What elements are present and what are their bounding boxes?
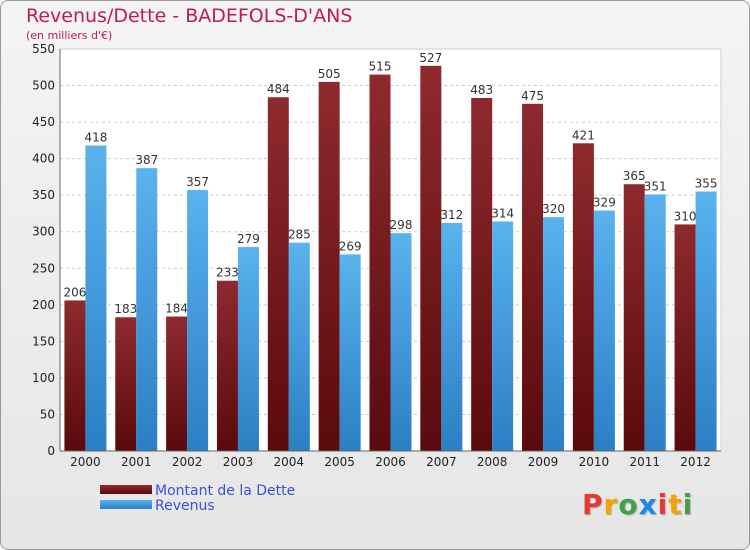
bar-revenus — [695, 191, 717, 451]
data-label: 329 — [593, 196, 616, 210]
y-axis: 0 50 100 150 200 250 300 350 400 450 500 550 — [32, 42, 61, 458]
bar-dette — [216, 280, 238, 451]
x-tick-label: 2000 — [70, 455, 101, 469]
bars: 206 418 183 387 184 357 233 279 484 285 505 269 515 2… — [63, 51, 718, 452]
x-tick-label: 2003 — [223, 455, 254, 469]
data-label: 285 — [288, 228, 311, 242]
bar-dette — [318, 81, 340, 452]
bar-dette — [369, 74, 391, 451]
data-label: 184 — [165, 302, 188, 316]
bar-revenus — [593, 210, 615, 451]
data-label: 418 — [84, 130, 107, 144]
bar-dette — [115, 317, 137, 451]
bar-chart: 0 50 100 150 200 250 300 350 400 450 500 550 206 418… — [32, 42, 722, 469]
bar-revenus — [390, 233, 412, 451]
bar-revenus — [644, 194, 666, 451]
bar-dette — [522, 103, 544, 452]
bar-dette — [166, 316, 188, 451]
data-label: 527 — [419, 51, 442, 65]
data-label: 484 — [267, 82, 290, 96]
x-tick-label: 2004 — [274, 455, 305, 469]
y-tick-label: 100 — [32, 371, 55, 385]
bar-revenus — [339, 254, 361, 451]
y-tick-label: 250 — [32, 261, 55, 275]
bar-revenus — [237, 247, 259, 451]
legend-swatch-revenus — [100, 500, 152, 509]
bar-revenus — [187, 190, 209, 451]
data-label: 183 — [114, 302, 137, 316]
bar-dette — [420, 65, 442, 451]
data-label: 312 — [440, 208, 463, 222]
bar-dette — [623, 184, 645, 451]
data-label: 298 — [390, 218, 413, 232]
bar-dette — [572, 143, 594, 451]
y-tick-label: 0 — [47, 444, 55, 458]
logo-letter: x — [638, 488, 658, 521]
data-label: 483 — [470, 83, 493, 97]
y-tick-label: 50 — [40, 407, 55, 421]
chart-subtitle: (en milliers d'€) — [26, 29, 113, 42]
data-label: 505 — [318, 67, 341, 81]
bar-revenus — [136, 168, 158, 451]
bar-revenus — [441, 222, 463, 451]
data-label: 475 — [521, 89, 544, 103]
bar-revenus — [543, 217, 565, 451]
data-label: 233 — [216, 266, 239, 280]
x-tick-label: 2002 — [172, 455, 203, 469]
x-tick-label: 2011 — [629, 455, 660, 469]
logo-letter: i — [657, 488, 669, 521]
y-tick-label: 400 — [32, 152, 55, 166]
legend-swatch-dette — [100, 485, 152, 494]
logo-letter: r — [603, 488, 619, 521]
x-axis: 2000 2001 2002 2003 2004 2005 2006 2007 2008 2009… — [60, 450, 721, 469]
x-tick-label: 2007 — [426, 455, 457, 469]
y-tick-label: 200 — [32, 298, 55, 312]
legend-label-revenus: Revenus — [155, 498, 215, 514]
data-label: 206 — [63, 285, 86, 299]
x-tick-label: 2005 — [324, 455, 355, 469]
data-label: 351 — [644, 179, 667, 193]
bar-revenus — [288, 242, 310, 451]
data-label: 320 — [542, 202, 565, 216]
logo-letter: P — [582, 488, 604, 521]
data-label: 421 — [572, 128, 595, 142]
y-tick-label: 550 — [32, 42, 55, 56]
logo-letter: i — [682, 488, 694, 521]
x-tick-label: 2009 — [528, 455, 559, 469]
x-tick-label: 2001 — [121, 455, 152, 469]
y-tick-label: 150 — [32, 334, 55, 348]
proxiti-logo: Proxiti — [582, 488, 693, 521]
bar-dette — [471, 97, 493, 451]
x-tick-label: 2008 — [477, 455, 508, 469]
data-label: 279 — [237, 232, 260, 246]
x-tick-label: 2010 — [579, 455, 610, 469]
data-label: 269 — [339, 239, 362, 253]
y-tick-label: 450 — [32, 115, 55, 129]
y-tick-label: 300 — [32, 225, 55, 239]
data-label: 357 — [186, 175, 209, 189]
data-label: 387 — [135, 153, 158, 167]
bar-dette — [64, 300, 86, 451]
x-tick-label: 2012 — [680, 455, 711, 469]
data-label: 365 — [623, 169, 646, 183]
bar-revenus — [85, 145, 107, 452]
y-tick-label: 500 — [32, 79, 55, 93]
bar-revenus — [492, 221, 514, 451]
bar-dette — [674, 224, 696, 451]
logo-letter: t — [668, 488, 683, 521]
data-label: 310 — [674, 209, 697, 223]
logo-letter: o — [618, 488, 639, 521]
data-label: 515 — [369, 60, 392, 74]
y-tick-label: 350 — [32, 188, 55, 202]
x-tick-label: 2006 — [375, 455, 406, 469]
bar-dette — [267, 97, 289, 452]
chart-title: Revenus/Dette - BADEFOLS-D'ANS — [26, 5, 353, 27]
data-label: 355 — [695, 177, 718, 191]
legend-label-dette: Montant de la Dette — [155, 483, 296, 499]
data-label: 314 — [491, 206, 514, 220]
